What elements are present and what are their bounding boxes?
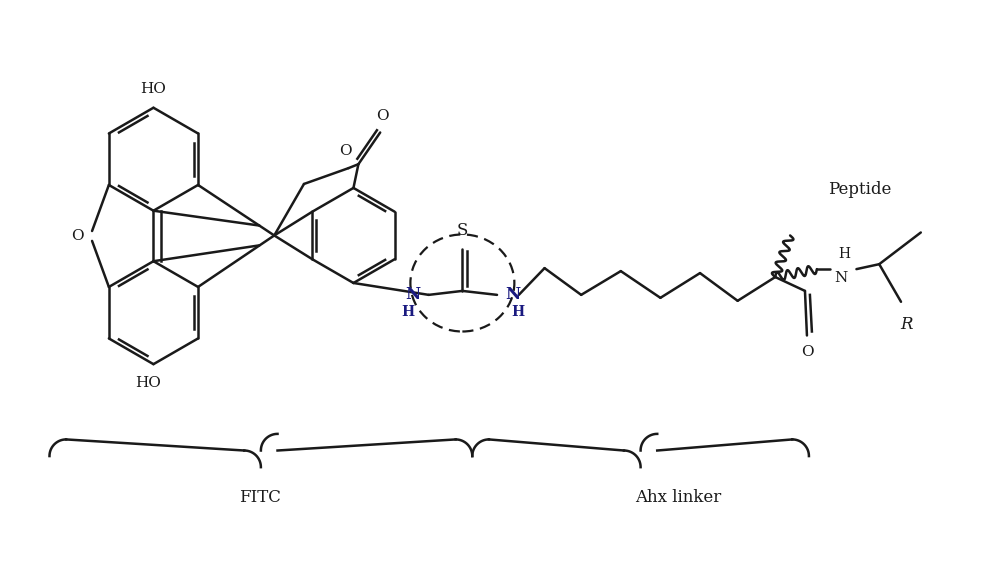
- Text: HO: HO: [136, 376, 161, 390]
- Text: N: N: [406, 287, 421, 303]
- Text: O: O: [801, 345, 813, 359]
- Text: O: O: [339, 144, 352, 158]
- Text: Peptide: Peptide: [828, 181, 891, 198]
- Text: H: H: [402, 305, 415, 319]
- Text: O: O: [376, 109, 388, 123]
- Text: S: S: [457, 222, 468, 239]
- Text: O: O: [72, 229, 84, 243]
- Text: H: H: [839, 247, 851, 261]
- Text: N: N: [505, 287, 520, 303]
- Text: HO: HO: [141, 82, 166, 96]
- Text: N: N: [835, 271, 848, 285]
- Text: R: R: [901, 316, 913, 333]
- Text: Ahx linker: Ahx linker: [635, 489, 721, 506]
- Text: H: H: [511, 305, 524, 319]
- Text: FITC: FITC: [239, 489, 281, 506]
